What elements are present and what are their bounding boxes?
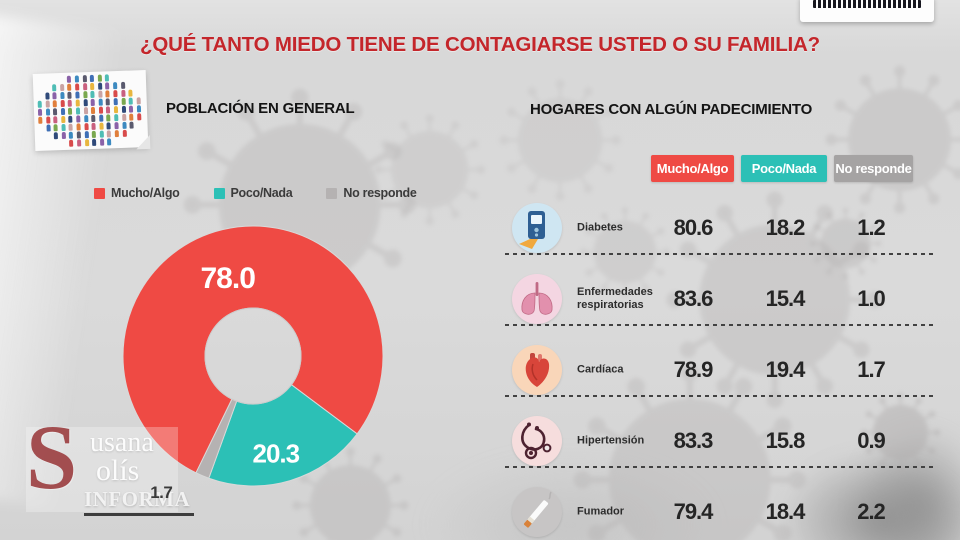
condition-table: Diabetes 80.6 18.2 1.2 Enfermedades respirat… [505, 192, 942, 540]
table-row: Cardíaca 78.9 19.4 1.7 [505, 334, 942, 405]
value-cell: 80.6 [673, 214, 714, 240]
donut-outer-value-label: 1.7 [150, 482, 173, 502]
left-section-heading: POBLACIÓN EN GENERAL [166, 100, 355, 117]
lungs-icon [512, 273, 562, 324]
cigarette-icon [512, 486, 562, 537]
donut-value-label: 78.0 [201, 262, 256, 295]
value-cell: 15.8 [765, 427, 806, 453]
watermark-line1: usana [90, 427, 154, 458]
donut-chart: 78.0 20.3 [122, 225, 384, 487]
legend-item: No responde [326, 186, 417, 200]
column-header-no-responde: No responde [834, 155, 913, 182]
condition-label: Diabetes [577, 220, 623, 233]
virus-silhouette-decoration [291, 446, 409, 540]
value-cell: 18.4 [765, 498, 806, 524]
heart-icon [511, 344, 563, 396]
watermark-initial: S [26, 406, 78, 508]
donut-value-label: 20.3 [252, 439, 299, 469]
crowd-image [32, 70, 151, 151]
value-cell: 2.2 [857, 498, 886, 524]
virus-silhouette-decoration [499, 79, 621, 201]
legend-label: No responde [343, 186, 417, 200]
condition-label: Fumador [577, 504, 625, 517]
cropped-logo-card [800, 0, 934, 22]
stethoscope-icon [511, 415, 563, 467]
photo-fold-decoration [135, 134, 151, 150]
value-cell: 19.4 [765, 356, 806, 382]
table-row: Enfermedades respiratorias 83.6 15.4 1.0 [505, 263, 942, 334]
legend-label: Mucho/Algo [111, 186, 180, 200]
value-cell: 79.4 [673, 498, 714, 524]
legend-swatch-icon [213, 187, 225, 199]
table-row: Hipertensión 83.3 15.8 0.9 [505, 405, 942, 476]
legend-label: Poco/Nada [230, 186, 293, 200]
value-cell: 1.7 [857, 356, 886, 382]
stethoscope-icon [512, 415, 562, 466]
legend-item: Poco/Nada [213, 186, 293, 200]
legend-swatch-icon [94, 187, 105, 199]
watermark-line2: olís [96, 454, 140, 487]
condition-label: Hipertensión [577, 433, 645, 446]
glucometer-icon [512, 202, 562, 253]
value-cell: 83.6 [673, 285, 714, 311]
cropped-logo-text [813, 0, 921, 8]
value-cell: 1.0 [857, 285, 886, 311]
cigarette-icon [511, 486, 563, 538]
value-cell: 83.3 [673, 427, 714, 453]
right-section-heading: HOGARES CON ALGÚN PADECIMIENTO [530, 101, 813, 118]
virus-silhouette-decoration [580, 207, 670, 297]
virus-silhouette-decoration [374, 114, 486, 226]
column-header-poco-nada: Poco/Nada [741, 155, 827, 182]
watermark-line3: INFORMA [84, 487, 195, 516]
virus-silhouette-decoration [573, 363, 807, 540]
chart-legend: Mucho/Algo Poco/Nada No responde [94, 186, 417, 200]
virus-silhouette-decoration [809, 207, 881, 279]
watermark: S usana olís INFORMA [26, 411, 195, 516]
value-cell: 18.2 [765, 214, 806, 240]
legend-swatch-icon [326, 187, 338, 199]
glucometer-icon [511, 202, 563, 254]
page-title: ¿QUÉ TANTO MIEDO TIENE DE CONTAGIARSE US… [140, 33, 820, 56]
value-cell: 78.9 [673, 356, 714, 382]
value-cell: 1.2 [857, 214, 886, 240]
heart-icon [512, 344, 562, 395]
value-cell: 15.4 [765, 285, 806, 311]
table-row: Diabetes 80.6 18.2 1.2 [505, 192, 942, 263]
condition-label: Enfermedades respiratorias [577, 285, 653, 311]
table-column-headers: Mucho/Algo Poco/Nada No responde [651, 155, 913, 182]
legend-item: Mucho/Algo [94, 186, 180, 200]
condition-label: Cardíaca [577, 362, 624, 375]
column-header-mucho-algo: Mucho/Algo [651, 155, 734, 182]
lungs-icon [511, 273, 563, 325]
table-row: Fumador 79.4 18.4 2.2 [505, 476, 942, 540]
value-cell: 0.9 [857, 427, 886, 453]
